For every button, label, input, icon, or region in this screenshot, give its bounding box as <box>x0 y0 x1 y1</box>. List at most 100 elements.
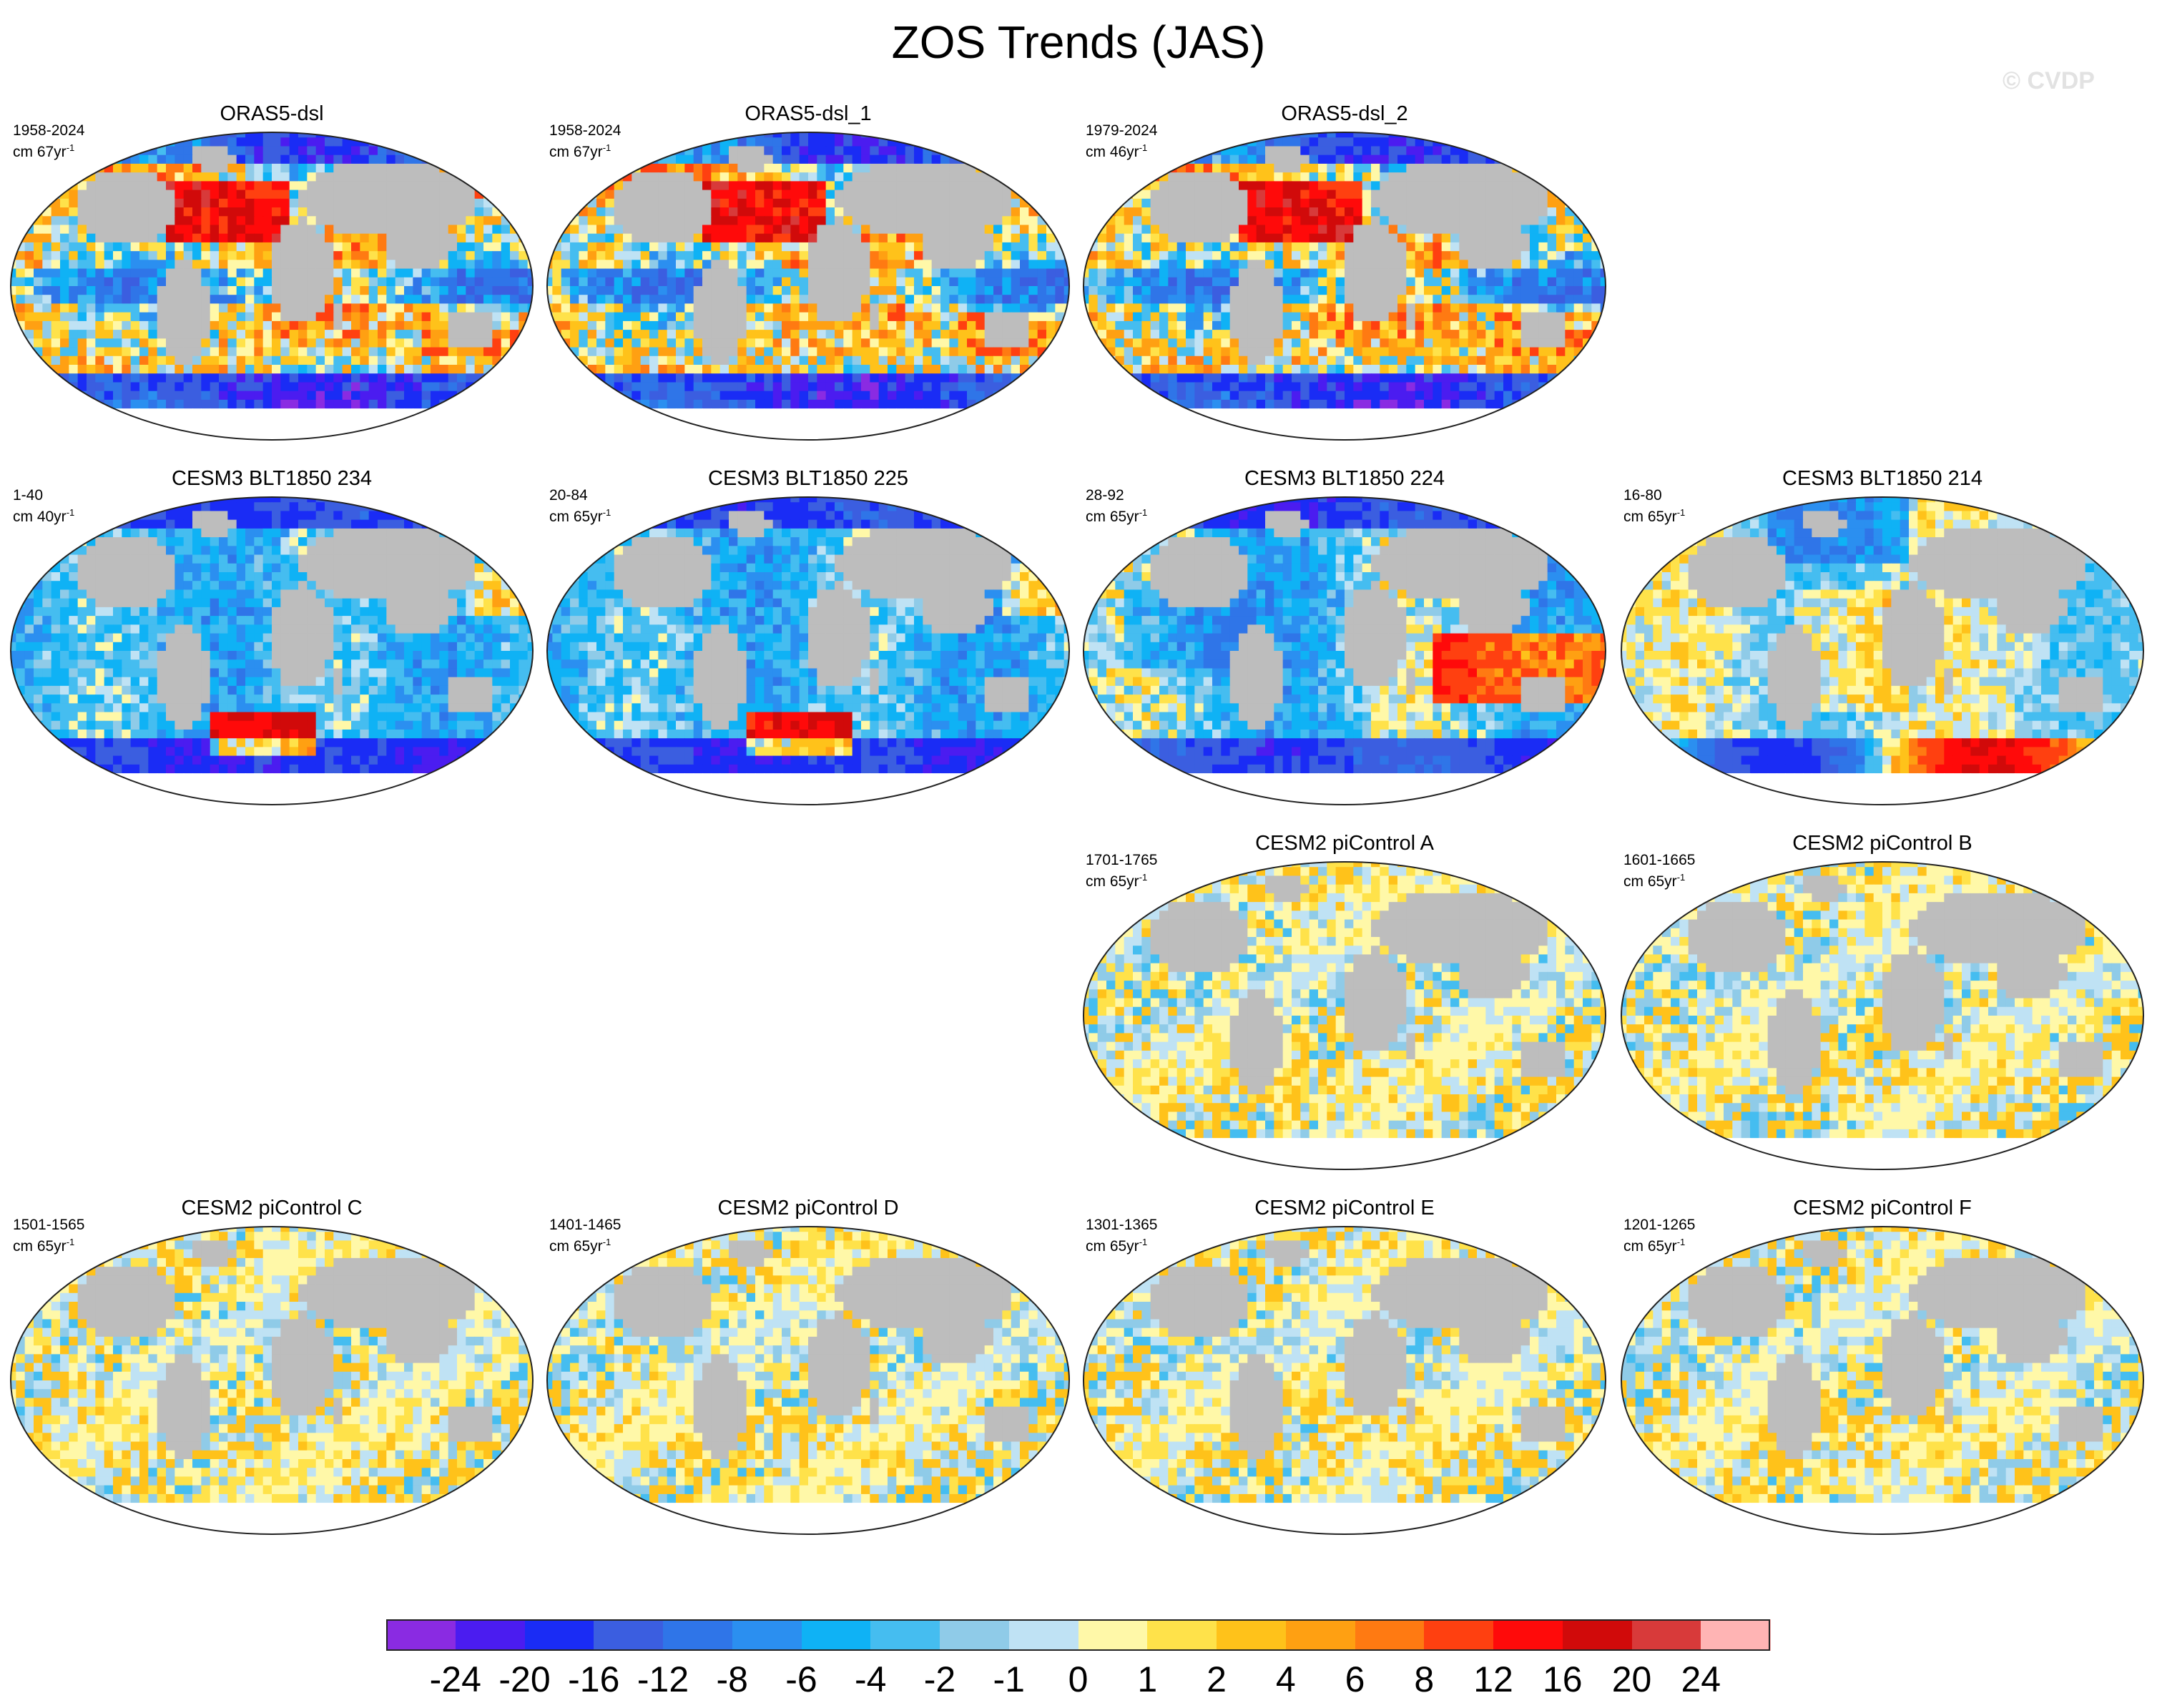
field-cell <box>378 260 387 270</box>
field-cell <box>1028 181 1038 191</box>
field-cell <box>967 382 976 392</box>
field-cell <box>755 207 765 217</box>
field-cell <box>315 277 325 287</box>
field-cell <box>711 355 721 365</box>
field-cell <box>711 312 721 322</box>
field-cell <box>1573 172 1583 182</box>
field-cell <box>254 277 264 287</box>
field-cell <box>1300 137 1310 147</box>
field-cell <box>439 277 449 287</box>
field-cell <box>658 207 668 217</box>
field-cell <box>210 399 220 409</box>
field-cell <box>905 260 915 270</box>
field-cell <box>122 225 132 235</box>
field-cell <box>272 268 281 278</box>
field-cell <box>1011 146 1021 156</box>
field-cell <box>870 260 880 270</box>
field-cell <box>1415 216 1425 226</box>
field-cell <box>342 225 352 235</box>
field-cell <box>130 338 140 348</box>
field-cell <box>896 434 906 440</box>
field-cell <box>1020 260 1029 270</box>
field-cell <box>386 330 396 339</box>
field-cell <box>386 233 396 243</box>
field-cell <box>448 137 458 147</box>
field-cell <box>914 391 923 401</box>
field-cell <box>623 190 632 200</box>
field-cell <box>104 295 114 305</box>
field-cell <box>1433 163 1443 173</box>
field-cell <box>958 355 968 365</box>
field-cell <box>457 320 466 330</box>
field-cell <box>519 132 529 138</box>
field-cell <box>1055 382 1065 392</box>
field-cell <box>949 225 959 235</box>
field-cell <box>77 355 87 365</box>
field-cell <box>1221 163 1231 173</box>
field-cell <box>139 137 149 147</box>
field-cell <box>1247 190 1257 200</box>
field-cell <box>69 312 79 322</box>
field-cell <box>1020 426 1029 436</box>
field-cell <box>254 382 264 392</box>
field-cell <box>474 260 484 270</box>
field-cell <box>236 207 246 217</box>
field-cell <box>1406 190 1416 200</box>
field-cell <box>808 181 817 191</box>
field-cell <box>289 132 299 138</box>
field-cell <box>236 355 246 365</box>
field-cell <box>561 277 571 287</box>
field-cell <box>342 320 352 330</box>
field-cell <box>1256 146 1266 156</box>
field-cell <box>817 330 827 339</box>
field-cell <box>166 320 175 330</box>
field-cell <box>914 338 923 348</box>
field-cell <box>596 312 606 322</box>
field-cell <box>439 426 449 436</box>
field-cell <box>570 355 579 365</box>
field-cell <box>1124 163 1134 173</box>
field-cell <box>219 172 228 182</box>
field-cell <box>1512 154 1522 165</box>
field-cell <box>1397 216 1407 226</box>
field-cell <box>764 268 774 278</box>
field-cell <box>122 338 132 348</box>
field-cell <box>1239 181 1248 191</box>
field-cell <box>466 295 476 305</box>
field-cell <box>448 330 458 339</box>
field-cell <box>421 373 431 383</box>
field-cell <box>614 338 624 348</box>
field-cell <box>923 365 933 374</box>
field-cell <box>940 373 950 383</box>
field-cell <box>60 312 69 322</box>
field-cell <box>1176 132 1186 138</box>
field-cell <box>1512 137 1522 147</box>
field-cell <box>325 347 334 357</box>
field-cell <box>289 146 299 156</box>
field-cell <box>1020 268 1029 278</box>
field-cell <box>852 303 862 313</box>
field-cell <box>772 391 782 401</box>
field-cell <box>888 163 897 173</box>
field-cell <box>342 382 352 392</box>
field-cell <box>122 137 132 147</box>
field-cell <box>605 233 615 243</box>
field-cell <box>1159 216 1169 226</box>
field-cell <box>782 251 791 260</box>
field-cell <box>596 391 606 401</box>
field-cell <box>658 251 668 260</box>
field-cell <box>439 391 449 401</box>
field-cell <box>976 216 986 226</box>
field-cell <box>386 347 396 357</box>
field-cell <box>457 330 466 339</box>
field-cell <box>658 132 668 138</box>
field-cell <box>896 347 906 357</box>
field-cell <box>1002 338 1012 348</box>
field-cell <box>658 268 668 278</box>
field-cell <box>11 268 16 278</box>
field-cell <box>1530 181 1539 191</box>
field-cell <box>905 312 915 322</box>
field-cell <box>192 312 202 322</box>
field-cell <box>1274 163 1284 173</box>
field-cell <box>719 154 729 165</box>
